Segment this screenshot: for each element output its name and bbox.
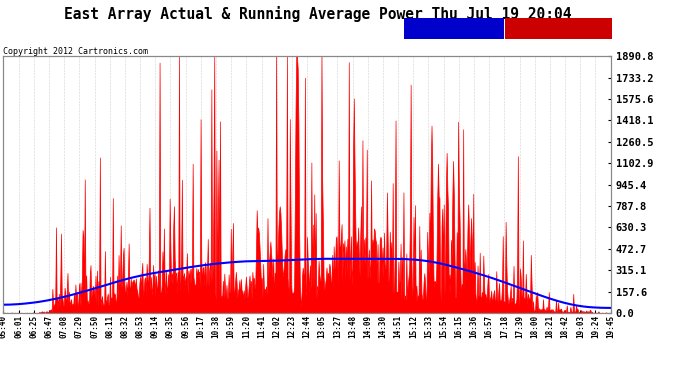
Text: East Array  (DC Watts): East Array (DC Watts) (505, 24, 612, 33)
Text: Average  (DC Watts): Average (DC Watts) (407, 24, 500, 33)
Text: East Array Actual & Running Average Power Thu Jul 19 20:04: East Array Actual & Running Average Powe… (63, 6, 571, 22)
Text: Copyright 2012 Cartronics.com: Copyright 2012 Cartronics.com (3, 47, 148, 56)
